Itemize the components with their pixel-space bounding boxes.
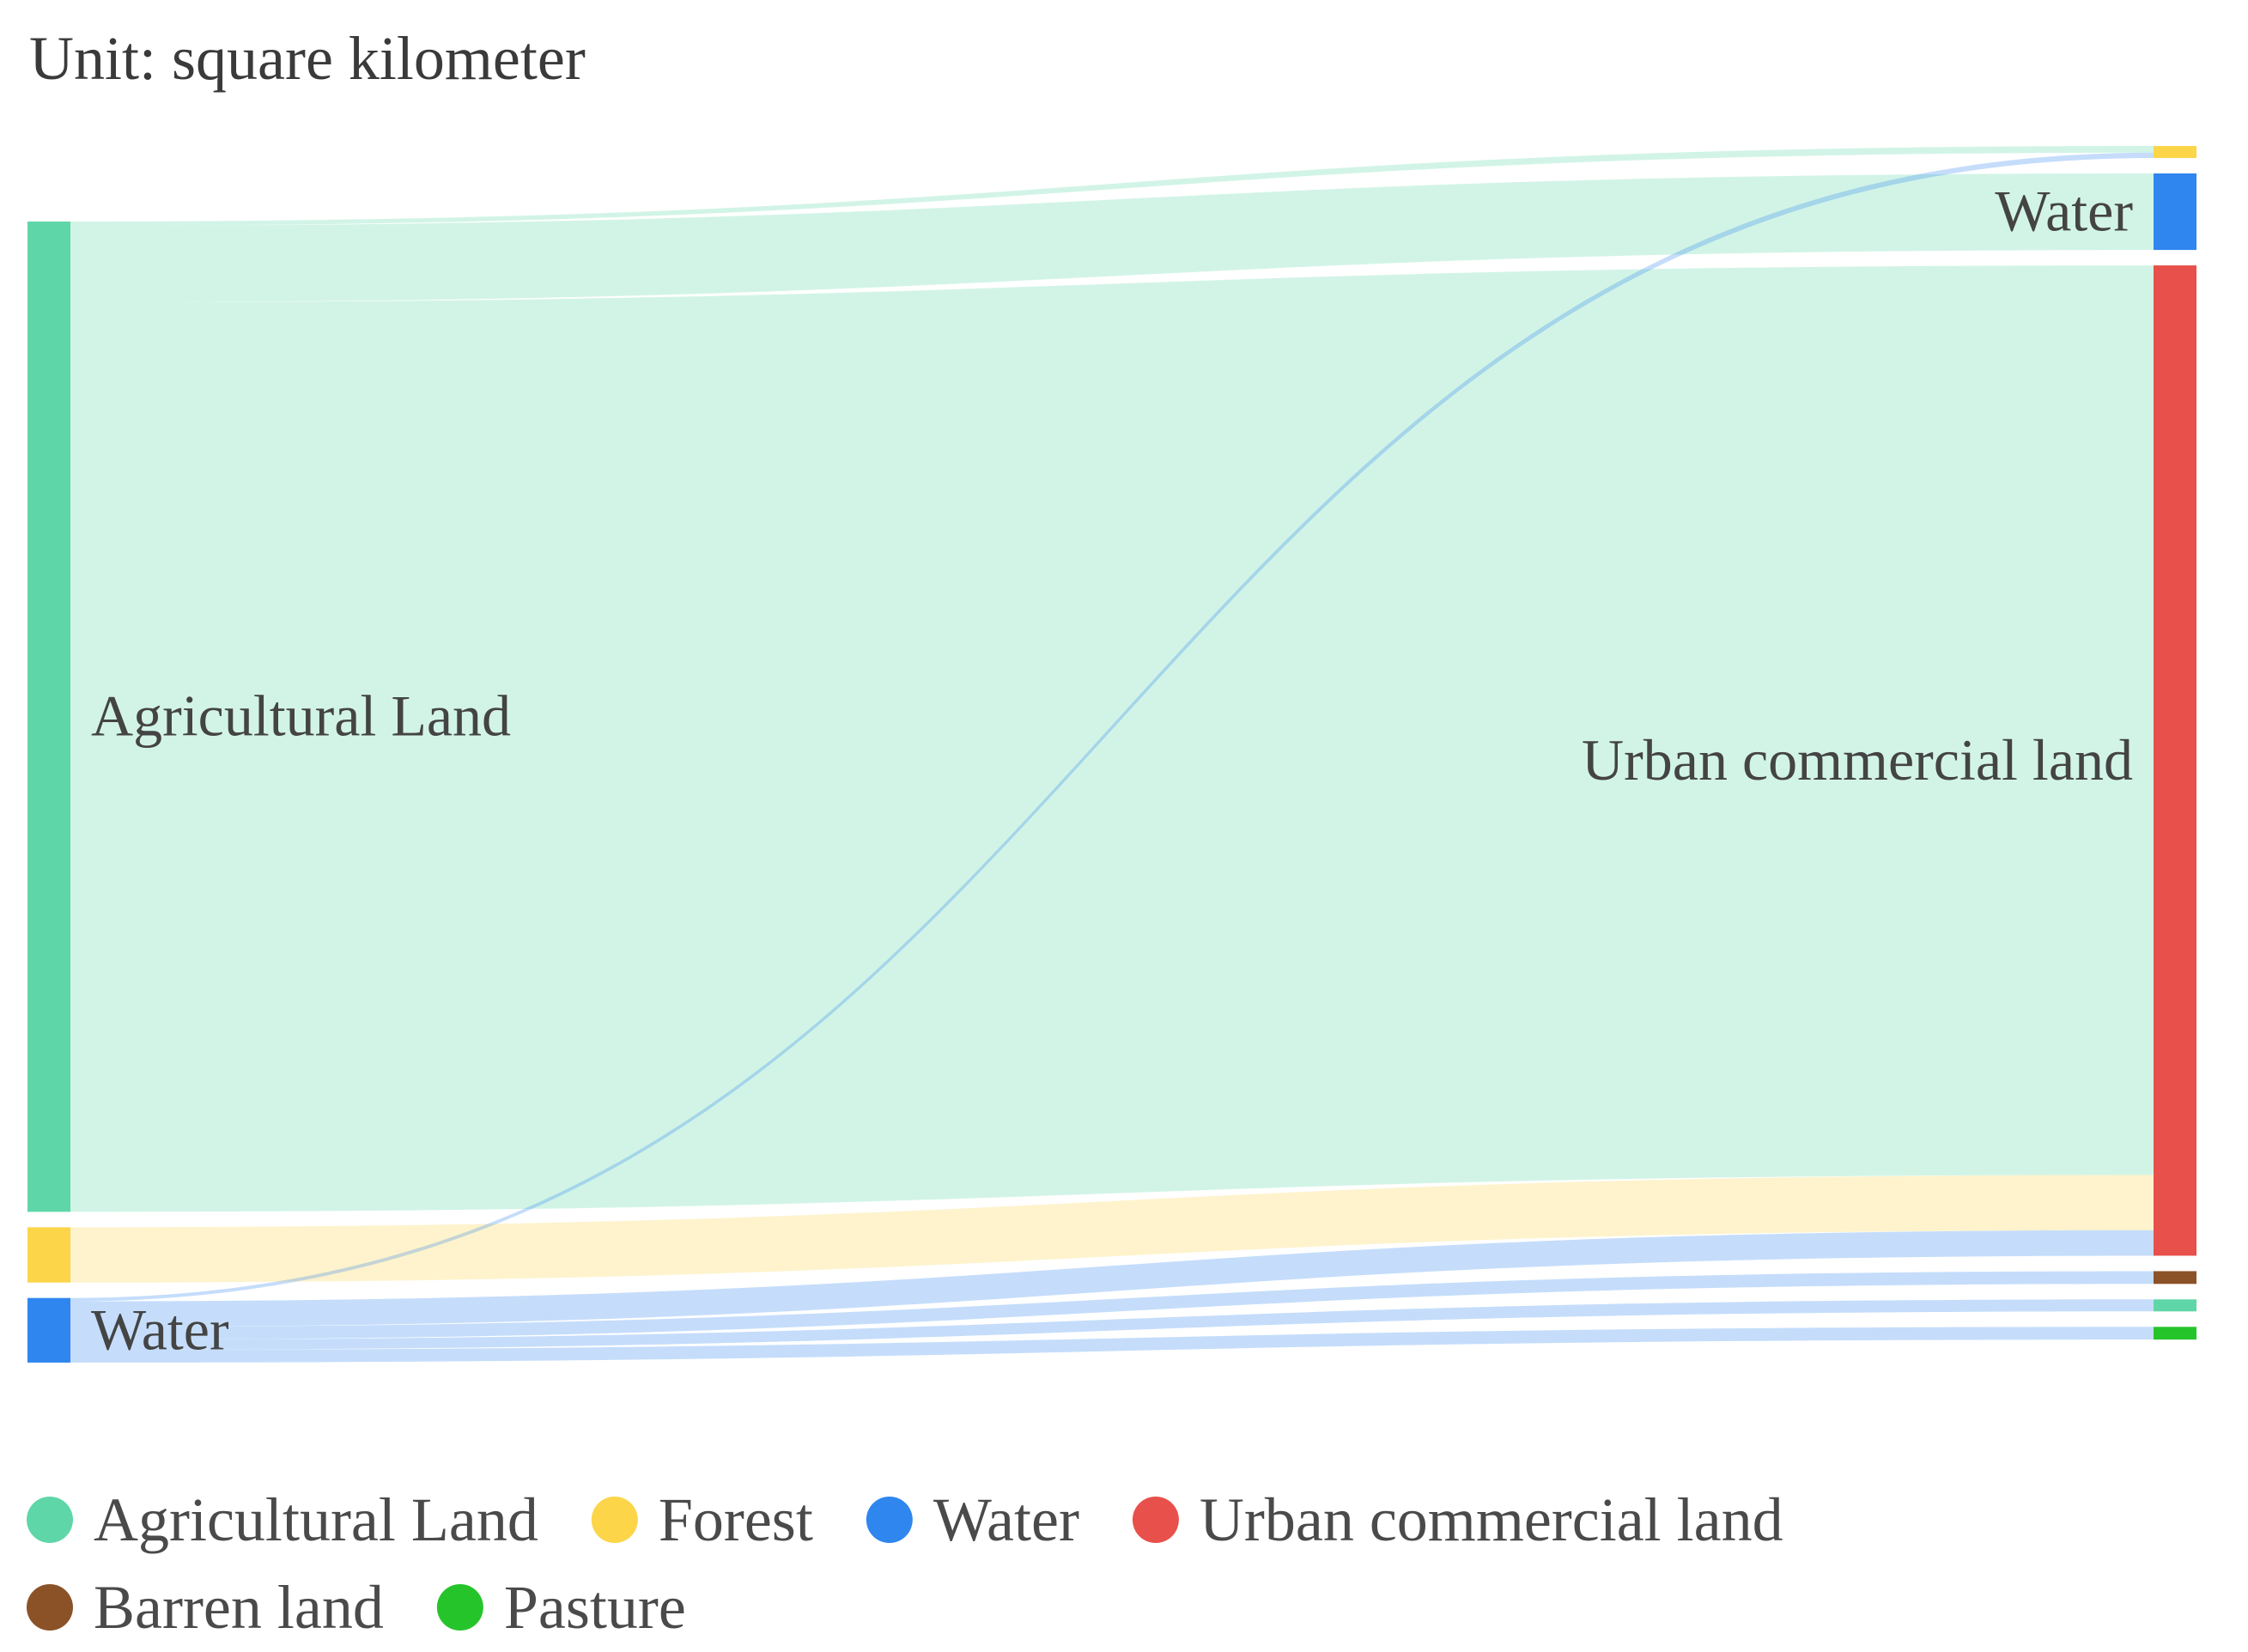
sankey-node-tgt_forest: [2154, 146, 2196, 158]
unit-label: Unit: square kilometer: [29, 24, 586, 93]
legend-swatch: [27, 1497, 73, 1543]
legend-label: Water: [933, 1485, 1079, 1554]
sankey-node-tgt_pasture: [2154, 1327, 2196, 1340]
legend-swatch: [436, 1584, 483, 1631]
sankey-link-src_water-tgt_urban: [70, 1230, 2154, 1327]
legend-item-agricultural-land[interactable]: Agricultural Land: [27, 1485, 538, 1554]
node-label-src_agri: Agricultural Land: [91, 683, 511, 749]
legend: Agricultural Land Forest Water Urban commer…: [27, 1485, 1783, 1642]
sankey-node-tgt_urban: [2154, 265, 2196, 1256]
node-label-tgt_water: Water: [1995, 179, 2133, 244]
sankey-node-src_agri: [27, 222, 70, 1212]
legend-item-water[interactable]: Water: [866, 1485, 1079, 1554]
sankey-link-src_water-tgt_agri: [70, 1299, 2154, 1351]
sankey-link-src_forest-tgt_urban: [70, 1175, 2154, 1283]
sankey-node-tgt_barren: [2154, 1271, 2196, 1285]
sankey-link-src_water-tgt_forest: [70, 152, 2154, 1302]
legend-label: Agricultural Land: [94, 1485, 538, 1554]
legend-item-forest[interactable]: Forest: [591, 1485, 813, 1554]
sankey-link-src_agri-tgt_water: [70, 173, 2154, 303]
sankey-link-src_agri-tgt_forest: [70, 146, 2154, 226]
legend-swatch: [27, 1584, 73, 1631]
legend-item-pasture[interactable]: Pasture: [436, 1573, 686, 1642]
legend-swatch: [591, 1497, 638, 1543]
nodes-layer: [27, 146, 2196, 1363]
legend-item-urban-commercial-land[interactable]: Urban commercial land: [1132, 1485, 1783, 1554]
sankey-node-src_water: [27, 1297, 70, 1363]
legend-swatch: [1132, 1497, 1179, 1543]
sankey-link-src_water-tgt_barren: [70, 1271, 2154, 1340]
sankey-link-src_water-tgt_pasture: [70, 1327, 2154, 1363]
sankey-link-src_agri-tgt_urban: [70, 265, 2154, 1212]
labels-layer: Agricultural Land Water Water Urban commerc…: [91, 179, 2133, 1363]
sankey-node-tgt_water: [2154, 173, 2196, 251]
legend-label: Forest: [659, 1485, 813, 1554]
node-label-tgt_urban: Urban commercial land: [1582, 727, 2133, 793]
legend-label: Urban commercial land: [1200, 1485, 1783, 1554]
legend-item-barren-land[interactable]: Barren land: [27, 1573, 384, 1642]
node-label-src_water: Water: [91, 1297, 229, 1362]
sankey-node-src_forest: [27, 1227, 70, 1283]
links-layer: [70, 146, 2154, 1363]
legend-label: Pasture: [504, 1573, 686, 1642]
sankey-node-tgt_agri: [2154, 1299, 2196, 1312]
legend-swatch: [866, 1497, 913, 1543]
legend-label: Barren land: [94, 1573, 384, 1642]
